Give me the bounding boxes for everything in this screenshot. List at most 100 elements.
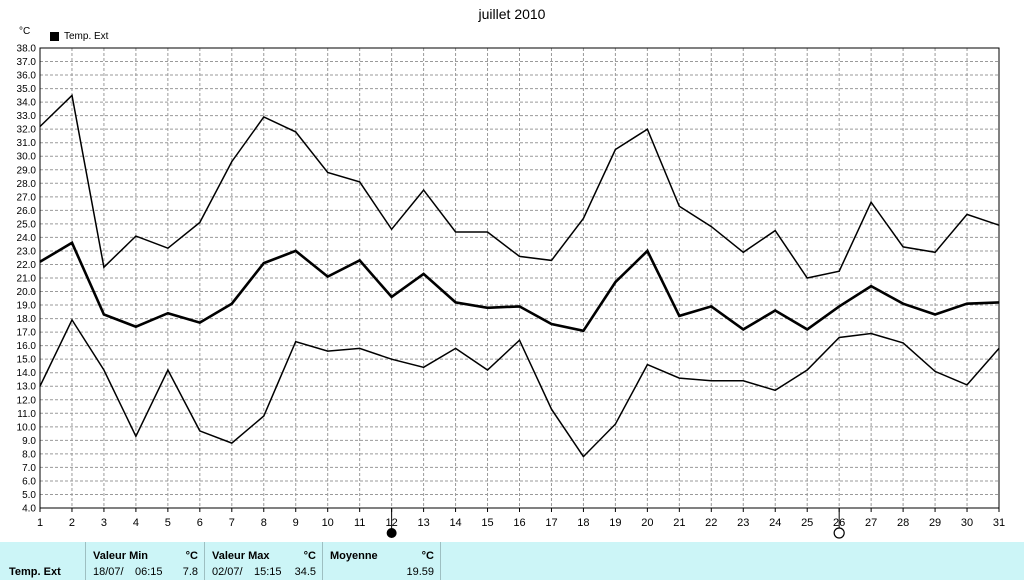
max-value-label: Valeur Max [212, 550, 270, 562]
min-date: 18/07/ [93, 566, 124, 578]
y-tick-label: 24.0 [17, 233, 37, 244]
data-point-mean [966, 303, 968, 305]
data-point-mean [327, 276, 329, 278]
stats-max-cell: Valeur Max °C 02/07/ 15:15 34.5 [205, 542, 323, 580]
temperature-chart: 4.05.06.07.08.09.010.011.012.013.014.015… [17, 44, 1005, 539]
mean-label: Moyenne [330, 550, 378, 562]
data-point-mean [710, 305, 712, 308]
x-tick-label: 9 [293, 517, 299, 529]
max-date: 02/07/ [212, 566, 243, 578]
data-point-min [646, 363, 648, 366]
plot-border [39, 47, 1000, 509]
y-tick-label: 18.0 [17, 314, 37, 325]
y-tick-label: 23.0 [17, 246, 37, 257]
min-unit-label: °C [185, 550, 198, 562]
data-point-max [231, 161, 233, 163]
data-point-mean [550, 323, 553, 325]
y-tick-label: 26.0 [17, 206, 37, 217]
data-point-mean [359, 259, 361, 262]
data-point-mean [71, 242, 73, 244]
x-tick-label: 5 [165, 517, 171, 529]
data-point-max [295, 131, 297, 133]
data-point-max [934, 251, 936, 253]
data-point-min [454, 347, 457, 349]
y-tick-label: 13.0 [17, 382, 37, 393]
data-point-mean [103, 313, 105, 316]
y-axis-unit: °C [19, 26, 31, 37]
data-point-max [646, 128, 648, 130]
data-point-mean [774, 309, 776, 312]
data-point-max [966, 213, 968, 216]
data-point-mean [423, 273, 425, 275]
y-tick-label: 14.0 [17, 368, 37, 379]
data-point-mean [486, 307, 489, 309]
y-tick-label: 35.0 [17, 84, 37, 95]
x-tick-label: 22 [705, 517, 717, 529]
data-point-min [391, 358, 393, 360]
data-point-max [518, 255, 521, 257]
data-point-max [359, 181, 361, 183]
data-point-min [902, 342, 904, 344]
data-point-min [806, 369, 808, 371]
data-point-max [71, 94, 73, 96]
data-point-mean [934, 313, 936, 316]
data-point-max [391, 228, 393, 230]
data-point-max [998, 224, 1000, 226]
x-tick-label: 8 [261, 517, 267, 529]
data-point-mean [295, 250, 297, 252]
data-point-mean [167, 312, 169, 314]
statistics-bar: Temp. Ext Valeur Min °C 18/07/ 06:15 7.8… [0, 542, 1024, 580]
y-tick-label: 37.0 [17, 57, 37, 68]
data-point-mean [231, 303, 233, 305]
min-time: 06:15 [135, 566, 163, 578]
data-point-min [39, 385, 41, 387]
data-point-min [518, 339, 521, 341]
y-tick-label: 7.0 [22, 463, 36, 474]
x-tick-label: 21 [673, 517, 685, 529]
y-tick-label: 8.0 [22, 449, 36, 460]
y-tick-label: 29.0 [17, 165, 37, 176]
x-tick-label: 31 [993, 517, 1005, 529]
y-tick-label: 27.0 [17, 192, 37, 203]
y-tick-label: 20.0 [17, 287, 37, 298]
data-point-min [486, 369, 489, 371]
chart-legend: Temp. Ext [50, 31, 108, 42]
data-point-min [870, 332, 872, 335]
data-point-min [263, 415, 265, 417]
data-point-max [742, 251, 744, 253]
y-tick-label: 17.0 [17, 328, 37, 339]
data-point-min [550, 408, 553, 410]
legend-label: Temp. Ext [64, 31, 109, 42]
data-point-min [295, 340, 297, 343]
data-point-min [774, 389, 776, 391]
y-tick-label: 31.0 [17, 138, 37, 149]
data-point-min [934, 370, 936, 372]
x-tick-label: 28 [897, 517, 909, 529]
stats-min-cell: Valeur Min °C 18/07/ 06:15 7.8 [86, 542, 205, 580]
data-point-min [423, 366, 425, 368]
y-tick-label: 5.0 [22, 490, 36, 501]
data-point-max [199, 221, 201, 224]
data-point-min [998, 347, 1000, 349]
y-tick-label: 22.0 [17, 260, 37, 271]
data-point-min [231, 442, 233, 444]
x-tick-label: 24 [769, 517, 781, 529]
data-point-max [614, 148, 617, 151]
data-point-mean [582, 330, 585, 332]
full-moon-icon [833, 527, 845, 539]
data-point-max [454, 231, 457, 233]
x-tick-label: 4 [133, 517, 139, 529]
y-tick-label: 21.0 [17, 274, 37, 285]
legend-swatch-icon [50, 32, 59, 41]
data-point-min [966, 384, 968, 386]
data-point-max [39, 125, 41, 128]
data-point-mean [614, 281, 617, 283]
y-tick-label: 38.0 [17, 44, 37, 55]
data-point-max [870, 201, 872, 203]
data-point-max [582, 217, 585, 220]
data-point-mean [454, 301, 457, 303]
data-point-max [327, 171, 329, 174]
y-tick-label: 34.0 [17, 98, 37, 109]
stats-row-label-cell: Temp. Ext [0, 542, 86, 580]
x-tick-label: 19 [609, 517, 621, 529]
